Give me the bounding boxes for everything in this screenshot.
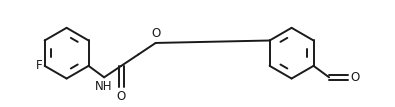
Text: F: F [36,59,43,72]
Text: O: O [151,27,160,40]
Text: O: O [117,90,126,103]
Text: NH: NH [95,80,113,93]
Text: O: O [350,71,359,84]
